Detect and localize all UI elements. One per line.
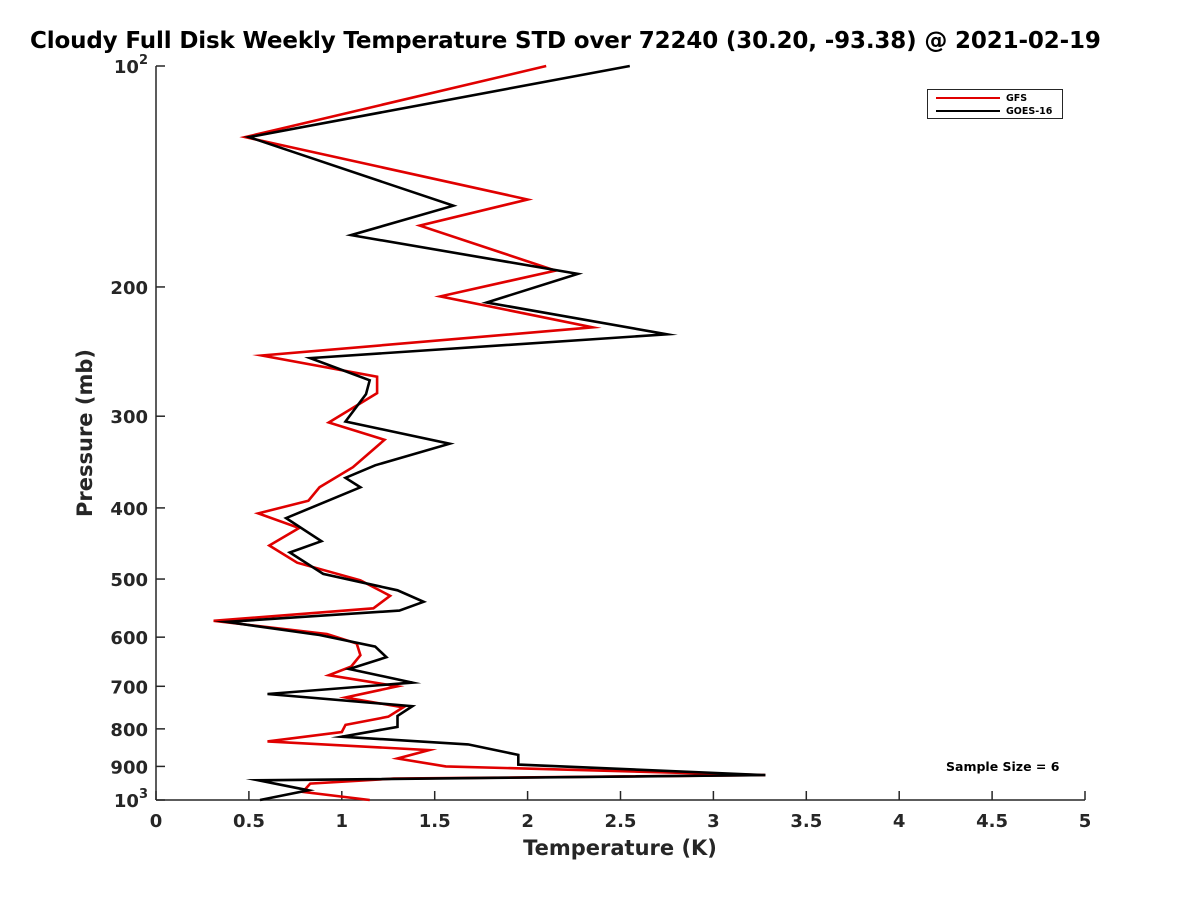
series-line-gfs xyxy=(213,64,766,802)
y-tick-label: 600 xyxy=(110,628,148,649)
y-tick-label: 400 xyxy=(110,499,148,520)
legend-item-goes16: GOES-16 xyxy=(936,105,1052,117)
x-tick-label: 3 xyxy=(707,811,720,832)
x-tick-label: 3.5 xyxy=(790,811,822,832)
legend-swatch-gfs xyxy=(936,97,1000,99)
y-tick-label: 200 xyxy=(110,278,148,299)
legend-label-goes16: GOES-16 xyxy=(1006,105,1053,117)
y-tick-label: 102 xyxy=(114,53,148,78)
x-tick-label: 2 xyxy=(521,811,534,832)
legend-label-gfs: GFS xyxy=(1006,92,1028,104)
y-tick-label: 900 xyxy=(110,757,148,778)
x-tick-label: 2.5 xyxy=(605,811,637,832)
y-axis-label: Pressure (mb) xyxy=(73,349,97,517)
x-axis-label: Temperature (K) xyxy=(523,836,717,860)
x-tick-label: 5 xyxy=(1079,811,1092,832)
series-line-goes16 xyxy=(213,64,766,802)
legend-item-gfs: GFS xyxy=(936,92,1027,104)
chart-title: Cloudy Full Disk Weekly Temperature STD … xyxy=(30,28,1101,54)
x-tick-label: 4.5 xyxy=(976,811,1008,832)
sample-size-annotation: Sample Size = 6 xyxy=(946,759,1060,774)
y-tick-label: 800 xyxy=(110,720,148,741)
x-tick-label: 0.5 xyxy=(233,811,265,832)
y-tick-label: 103 xyxy=(114,787,148,812)
x-tick-label: 0 xyxy=(150,811,163,832)
x-tick-label: 1 xyxy=(336,811,349,832)
y-tick-label: 500 xyxy=(110,570,148,591)
y-tick-label: 300 xyxy=(110,407,148,428)
x-tick-label: 4 xyxy=(893,811,906,832)
y-tick-label: 700 xyxy=(110,677,148,698)
legend: GFS GOES-16 xyxy=(927,89,1063,119)
x-tick-label: 1.5 xyxy=(419,811,451,832)
series-group xyxy=(213,64,766,802)
legend-swatch-goes16 xyxy=(936,110,1000,112)
axes: 0 0.5 1 1.5 2 2.5 3 3.5 4 4.5 5 102 200 300 400 500 600 7… xyxy=(110,53,1091,832)
